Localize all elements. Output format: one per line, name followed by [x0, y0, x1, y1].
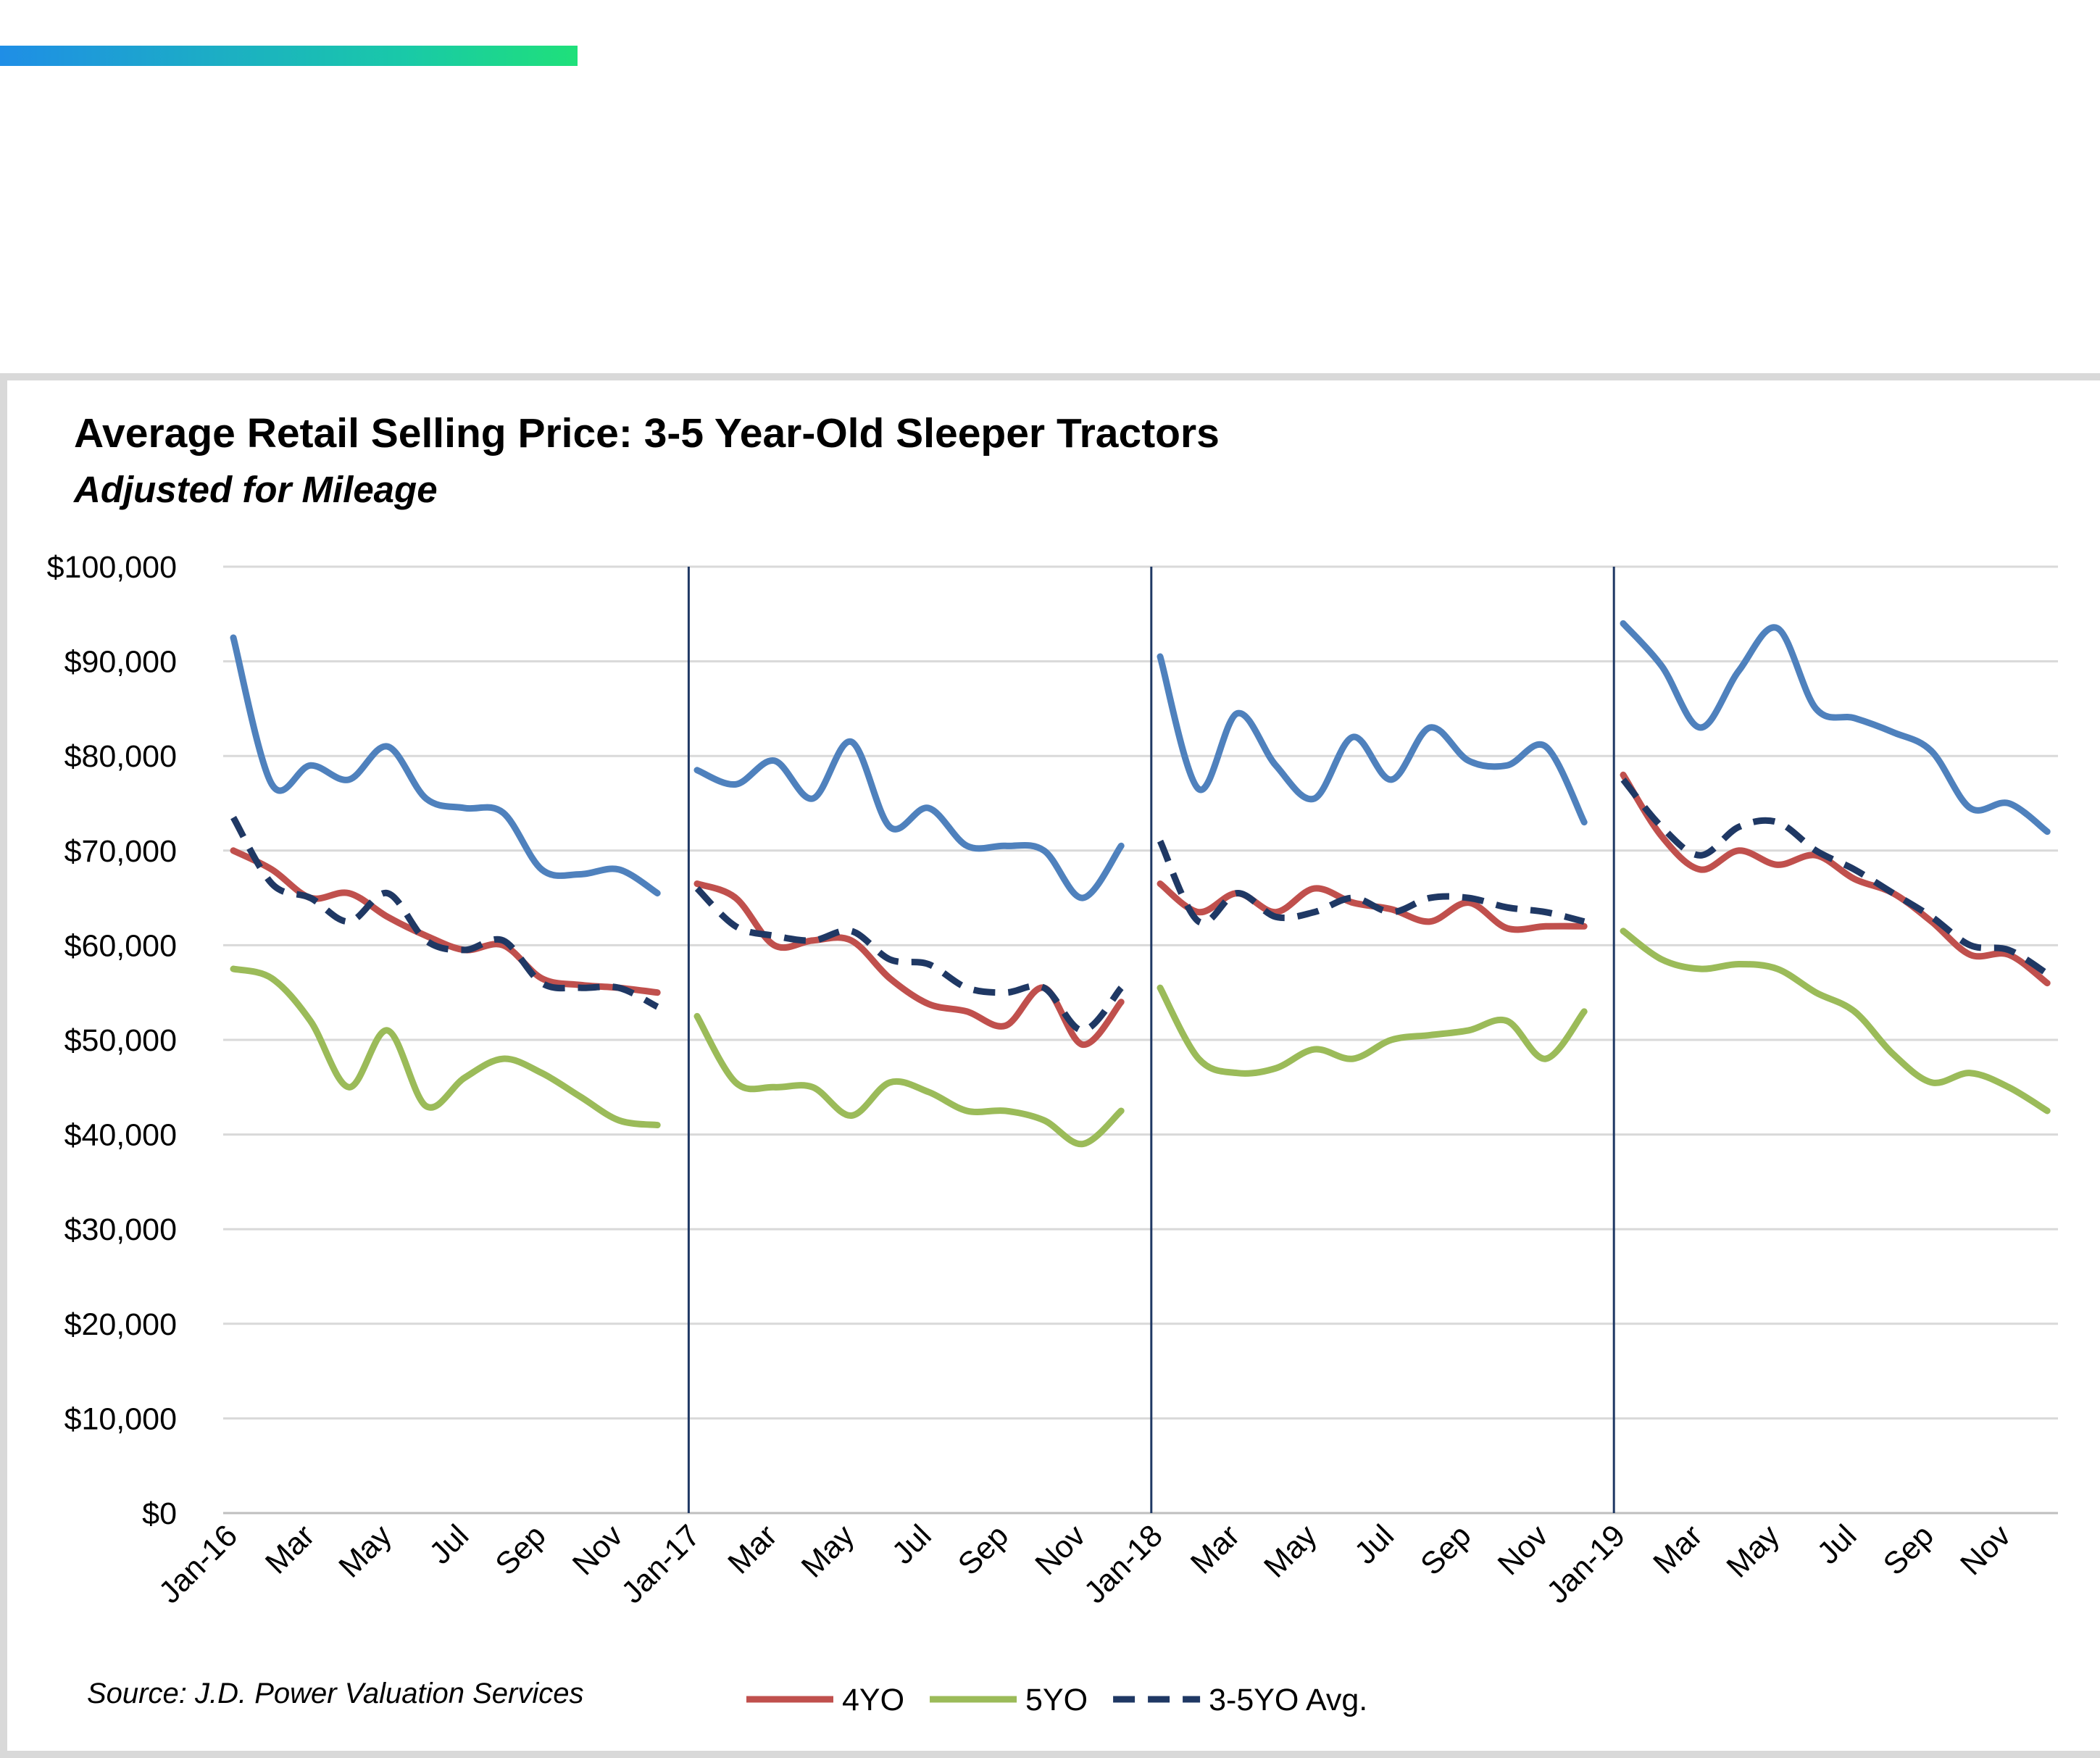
x-tick-label: Nov [1954, 1518, 2017, 1582]
series-line [1620, 771, 2051, 987]
x-tick-label: Jul [886, 1518, 938, 1571]
series-line [1157, 984, 1588, 1077]
x-tick-label: Jul [1811, 1518, 1864, 1571]
x-tick-label: Jul [1348, 1518, 1401, 1571]
x-tick-label: May [795, 1518, 862, 1585]
legend-label: 3-5YO Avg. [1209, 1683, 1367, 1717]
x-tick-label: Mar [259, 1518, 321, 1580]
series-line [693, 738, 1125, 901]
chart-title: Average Retail Selling Price: 3-5 Year-O… [74, 410, 1220, 457]
x-tick-label: Nov [1491, 1518, 1555, 1582]
series-line [230, 965, 661, 1129]
series-line [1157, 839, 1586, 926]
series-line [693, 880, 1125, 1049]
y-axis: $0 $10,000 $20,000 $30,000 $40,000 $50,000 $60… [47, 550, 177, 1531]
x-tick-label: May [1720, 1518, 1787, 1585]
series-line [694, 886, 1124, 1034]
series-line [1620, 778, 2049, 977]
x-tick-label: Jan-19 [1540, 1518, 1632, 1610]
x-tick-label: Mar [722, 1518, 784, 1580]
y-tick-label: $50,000 [64, 1023, 177, 1058]
source-note: Source: J.D. Power Valuation Services [87, 1678, 584, 1709]
grid-lines [223, 565, 2058, 1515]
x-tick-label: Jan-17 [615, 1518, 707, 1610]
series-unlabeled [230, 620, 2051, 901]
series-line [1620, 928, 2051, 1115]
x-tick-label: Sep [489, 1518, 553, 1582]
y-tick-label: $20,000 [64, 1307, 177, 1342]
series-line [1620, 620, 2051, 836]
x-tick-label: May [1257, 1518, 1324, 1585]
x-tick-label: Mar [1184, 1518, 1246, 1580]
series-line [1157, 653, 1588, 826]
x-tick-label: Jul [422, 1518, 475, 1571]
series-line [230, 634, 661, 897]
x-tick-label: Sep [1414, 1518, 1478, 1582]
y-tick-label: $100,000 [47, 550, 177, 585]
y-tick-label: $90,000 [64, 645, 177, 680]
series-5yo [230, 928, 2051, 1148]
x-tick-label: Nov [566, 1518, 630, 1582]
legend-label: 4YO [842, 1683, 904, 1717]
y-tick-label: $10,000 [64, 1401, 177, 1436]
legend-label: 5YO [1025, 1683, 1088, 1717]
x-tick-label: Nov [1028, 1518, 1092, 1582]
x-tick-label: Jan-16 [152, 1518, 244, 1610]
chart-subtitle: Adjusted for Mileage [72, 469, 438, 510]
y-tick-label: $40,000 [64, 1118, 177, 1153]
y-tick-label: $80,000 [64, 739, 177, 774]
legend: 4YO 5YO 3-5YO Avg. [746, 1683, 1367, 1717]
series-3-5yo-avg [230, 778, 2049, 1034]
accent-bar [0, 46, 578, 66]
plot-area [230, 620, 2051, 1148]
chart-frame [0, 373, 2100, 1758]
series-line [230, 815, 659, 1010]
y-tick-label: $60,000 [64, 928, 177, 963]
y-tick-label: $70,000 [64, 834, 177, 869]
x-tick-label: Mar [1646, 1518, 1709, 1580]
x-tick-label: Jan-18 [1078, 1518, 1170, 1610]
x-tick-label: Sep [951, 1518, 1015, 1582]
y-tick-label: $0 [142, 1496, 177, 1531]
x-tick-label: Sep [1877, 1518, 1941, 1582]
series-line [693, 1012, 1125, 1148]
x-tick-label: May [332, 1518, 399, 1585]
year-dividers [687, 567, 1615, 1513]
y-tick-label: $30,000 [64, 1212, 177, 1247]
